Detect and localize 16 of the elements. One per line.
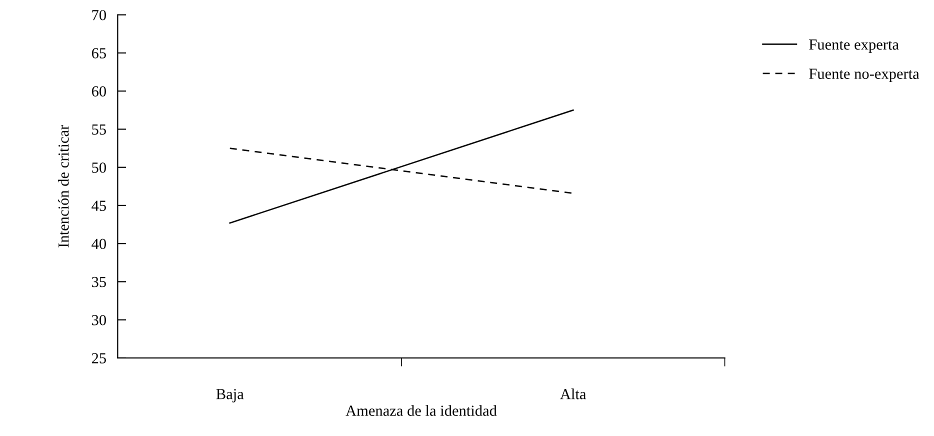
- legend-label: Fuente experta: [809, 40, 899, 53]
- y-tick-label: 50: [92, 162, 106, 173]
- y-tick-label: 35: [92, 276, 106, 288]
- y-tick-label: 65: [92, 48, 106, 58]
- legend-label: Fuente no-experta: [809, 68, 920, 82]
- y-tick-label: 70: [92, 10, 106, 20]
- y-tick-label: 55: [92, 124, 106, 135]
- y-axis-title: Intención de criticar: [58, 125, 69, 248]
- y-tick-label: 25: [92, 353, 106, 364]
- x-axis-title: Amenaza de la identidad: [346, 405, 497, 416]
- y-tick-label: 30: [92, 314, 106, 326]
- x-tick-label: Baja: [216, 388, 244, 402]
- y-tick-label: 60: [92, 86, 106, 97]
- y-tick-label: 40: [92, 238, 106, 250]
- y-tick-label: 45: [92, 200, 106, 211]
- x-tick-label: Alta: [560, 388, 586, 400]
